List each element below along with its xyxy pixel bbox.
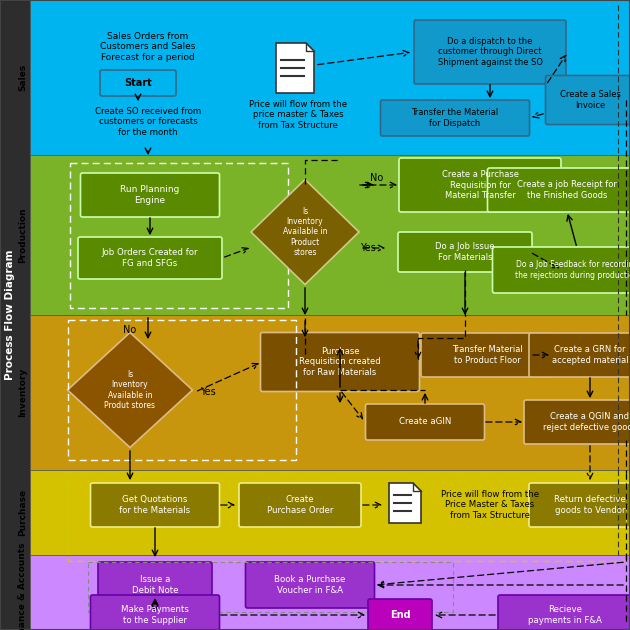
FancyBboxPatch shape [368,599,432,630]
Text: Production: Production [18,207,27,263]
FancyBboxPatch shape [246,562,374,608]
Text: Create a QGIN and
reject defective goods: Create a QGIN and reject defective goods [543,412,630,432]
Text: No: No [123,325,137,335]
Text: Do a Job Feedback for recording
the rejections during production: Do a Job Feedback for recording the reje… [515,260,630,280]
FancyBboxPatch shape [399,158,561,212]
Text: Book a Purchase
Voucher in F&A: Book a Purchase Voucher in F&A [274,575,346,595]
Bar [30,315,630,470]
Polygon shape [389,483,421,523]
Text: Make Payments
to the Supplier: Make Payments to the Supplier [121,605,189,625]
Text: Sales: Sales [18,64,27,91]
Text: Create a GRN for
accepted material: Create a GRN for accepted material [552,345,628,365]
Text: Return defective
goods to Vendor: Return defective goods to Vendor [554,495,626,515]
Text: Is
Inventory
Available in
Produt stores: Is Inventory Available in Produt stores [105,370,156,410]
FancyBboxPatch shape [488,168,630,212]
Text: Create aGIN: Create aGIN [399,418,451,427]
Bar [30,0,630,155]
Polygon shape [251,180,359,285]
Text: Do a dispatch to the
customer through Direct
Shipment against the SO: Do a dispatch to the customer through Di… [437,37,542,67]
FancyBboxPatch shape [81,173,219,217]
FancyBboxPatch shape [260,333,420,391]
Text: Price will flow from the
Price Master & Taxes
from Tax Structure: Price will flow from the Price Master & … [441,490,539,520]
FancyBboxPatch shape [529,483,630,527]
Text: Recieve
payments in F&A: Recieve payments in F&A [528,605,602,625]
Text: Finance & Accounts: Finance & Accounts [18,542,27,630]
Text: Sales Orders from
Customers and Sales
Forecast for a period: Sales Orders from Customers and Sales Fo… [100,32,196,62]
FancyBboxPatch shape [98,562,212,608]
Text: Job Orders Created for
FG and SFGs: Job Orders Created for FG and SFGs [102,248,198,268]
Text: Transfer the Material
for Dispatch: Transfer the Material for Dispatch [411,108,498,128]
FancyBboxPatch shape [498,595,630,630]
Text: Do a Job Issue
For Materials: Do a Job Issue For Materials [435,243,495,261]
Bar [0,0,30,630]
Text: Is
Inventory
Available in
Product
stores: Is Inventory Available in Product stores [283,207,327,257]
Polygon shape [67,333,193,447]
Text: Create a job Receipt for
the Finished Goods: Create a job Receipt for the Finished Go… [517,180,617,200]
Text: Create SO received from
customers or forecasts
for the month: Create SO received from customers or for… [95,107,201,137]
Text: Purchase: Purchase [18,489,27,536]
FancyBboxPatch shape [493,247,630,293]
Text: Create a Purchase
Requisition for
Material Transfer: Create a Purchase Requisition for Materi… [442,170,518,200]
Text: Yes: Yes [200,387,215,397]
Text: Price will flow from the
price master & Taxes
from Tax Structure: Price will flow from the price master & … [249,100,347,130]
FancyBboxPatch shape [91,483,219,527]
Text: Get Quotations
for the Materials: Get Quotations for the Materials [120,495,190,515]
Text: Create
Purchase Order: Create Purchase Order [267,495,333,515]
Text: Run Planning
Engine: Run Planning Engine [120,185,180,205]
Text: Inventory: Inventory [18,368,27,417]
FancyBboxPatch shape [239,483,361,527]
FancyBboxPatch shape [524,400,630,444]
FancyBboxPatch shape [100,70,176,96]
FancyBboxPatch shape [546,76,630,125]
Text: Process Flow Diagram: Process Flow Diagram [5,249,15,381]
FancyBboxPatch shape [365,404,484,440]
FancyBboxPatch shape [78,237,222,279]
Polygon shape [276,43,314,93]
Text: Transfer Material
to Product Floor: Transfer Material to Product Floor [452,345,522,365]
Bar [30,555,630,630]
Text: Start: Start [124,78,152,88]
FancyBboxPatch shape [414,20,566,84]
FancyBboxPatch shape [91,595,219,630]
FancyBboxPatch shape [529,333,630,377]
Text: Create a Sales
Invoice: Create a Sales Invoice [559,90,621,110]
Bar [30,470,630,555]
Bar [30,155,630,315]
FancyBboxPatch shape [381,100,529,136]
Text: End: End [390,610,410,620]
Text: Yes: Yes [360,243,375,253]
Text: No: No [370,173,383,183]
Text: Purchase
Requisition created
for Raw Materials: Purchase Requisition created for Raw Mat… [299,347,381,377]
Text: Issue a
Debit Note: Issue a Debit Note [132,575,178,595]
FancyBboxPatch shape [421,333,553,377]
FancyBboxPatch shape [398,232,532,272]
